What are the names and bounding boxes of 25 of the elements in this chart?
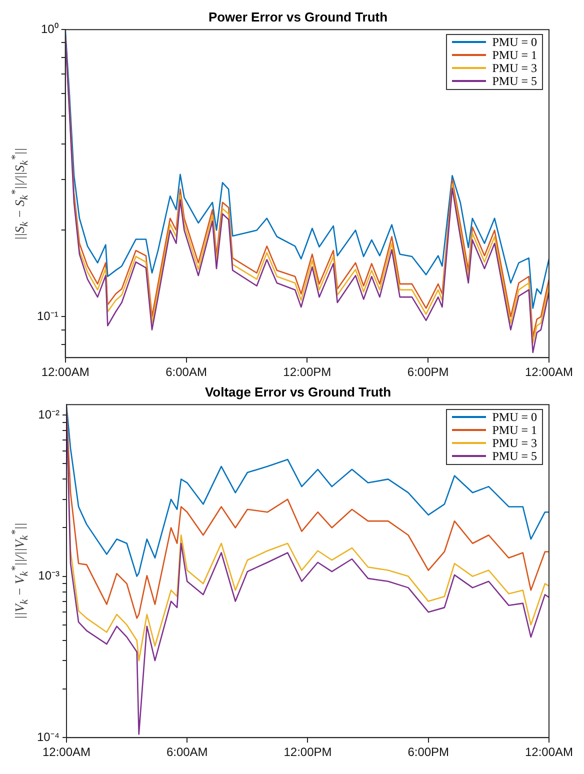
x-tick-label: 6:00PM [408, 745, 450, 760]
legend-label: PMU = 1 [492, 422, 537, 437]
legend-label: PMU = 1 [492, 48, 537, 62]
x-tick-label: 12:00PM [284, 745, 332, 760]
y-tick-label: 10⁻⁴ [36, 730, 60, 744]
x-tick-label: 12:00AM [524, 745, 574, 760]
legend-label: PMU = 3 [492, 60, 537, 75]
legend-label: PMU = 3 [492, 436, 537, 450]
x-tick-label: 6:00PM [407, 365, 449, 380]
x-tick-label: 12:00AM [524, 365, 574, 380]
x-tick-label: 6:00AM [166, 745, 208, 760]
y-tick-label: 10⁰ [40, 22, 58, 36]
chart-title: Voltage Error vs Ground Truth [204, 384, 392, 400]
chart-title: Power Error vs Ground Truth [208, 9, 388, 24]
legend-label: PMU = 5 [492, 448, 537, 463]
legend-label: PMU = 0 [492, 34, 537, 49]
legend-label: PMU = 5 [492, 74, 537, 88]
x-tick-label: 12:00PM [283, 365, 332, 380]
x-tick-label: 12:00AM [41, 365, 90, 380]
x-tick-label: 6:00AM [166, 365, 207, 380]
x-tick-label: 12:00AM [42, 745, 91, 760]
y-tick-label: 10⁻³ [38, 568, 60, 583]
y-tick-label: 10⁻¹ [37, 308, 58, 323]
y-tick-label: 10⁻² [38, 407, 60, 422]
legend-label: PMU = 0 [492, 410, 537, 424]
